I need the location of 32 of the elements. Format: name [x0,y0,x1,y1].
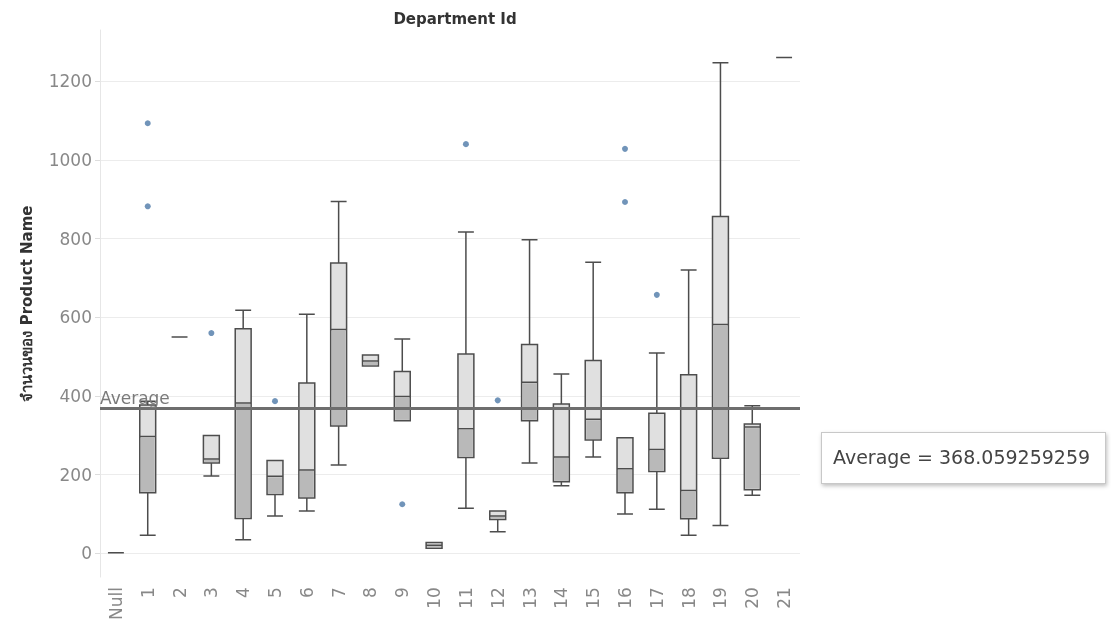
y-tick-label: 1200 [48,71,92,92]
x-tick-label: 15 [583,587,604,609]
y-tick-label: 0 [81,543,92,564]
x-tick-label: 10 [424,587,445,609]
x-tick-label: 16 [615,587,635,609]
x-tick-label: 20 [742,587,763,609]
x-tick-label: 14 [551,587,572,609]
x-tick-label: 1 [137,587,158,598]
y-tick-label: 800 [59,228,92,249]
chart-title: Department Id [393,9,517,28]
y-tick-label: 400 [59,386,92,407]
x-tick-label: 5 [265,587,285,598]
x-tick-label: 17 [646,587,667,609]
x-tick-label: 12 [487,587,508,609]
y-tick-label: 200 [59,464,92,485]
y-tick-label: 1000 [48,149,92,170]
x-tick-label: 7 [328,587,349,598]
text: Average = 368.059259259 [821,432,1106,484]
y-tick-label: 600 [59,307,92,328]
x-tick-label: 21 [774,587,795,609]
x-tick-label: 18 [678,587,699,609]
x-tick-label: 4 [233,587,254,598]
x-tick-label: 13 [519,587,540,609]
y-axis-title: จำนวนของ Product Name [17,205,36,402]
x-tick-label: 19 [710,587,731,609]
x-tick-label: 9 [392,587,413,598]
x-tick-label: 3 [201,587,222,598]
x-tick-label: 11 [455,587,476,609]
x-tick-label: Null [105,587,126,620]
x-tick-label: 8 [360,587,381,598]
x-tick-label: 6 [296,587,317,598]
x-tick-label: 2 [169,587,190,598]
